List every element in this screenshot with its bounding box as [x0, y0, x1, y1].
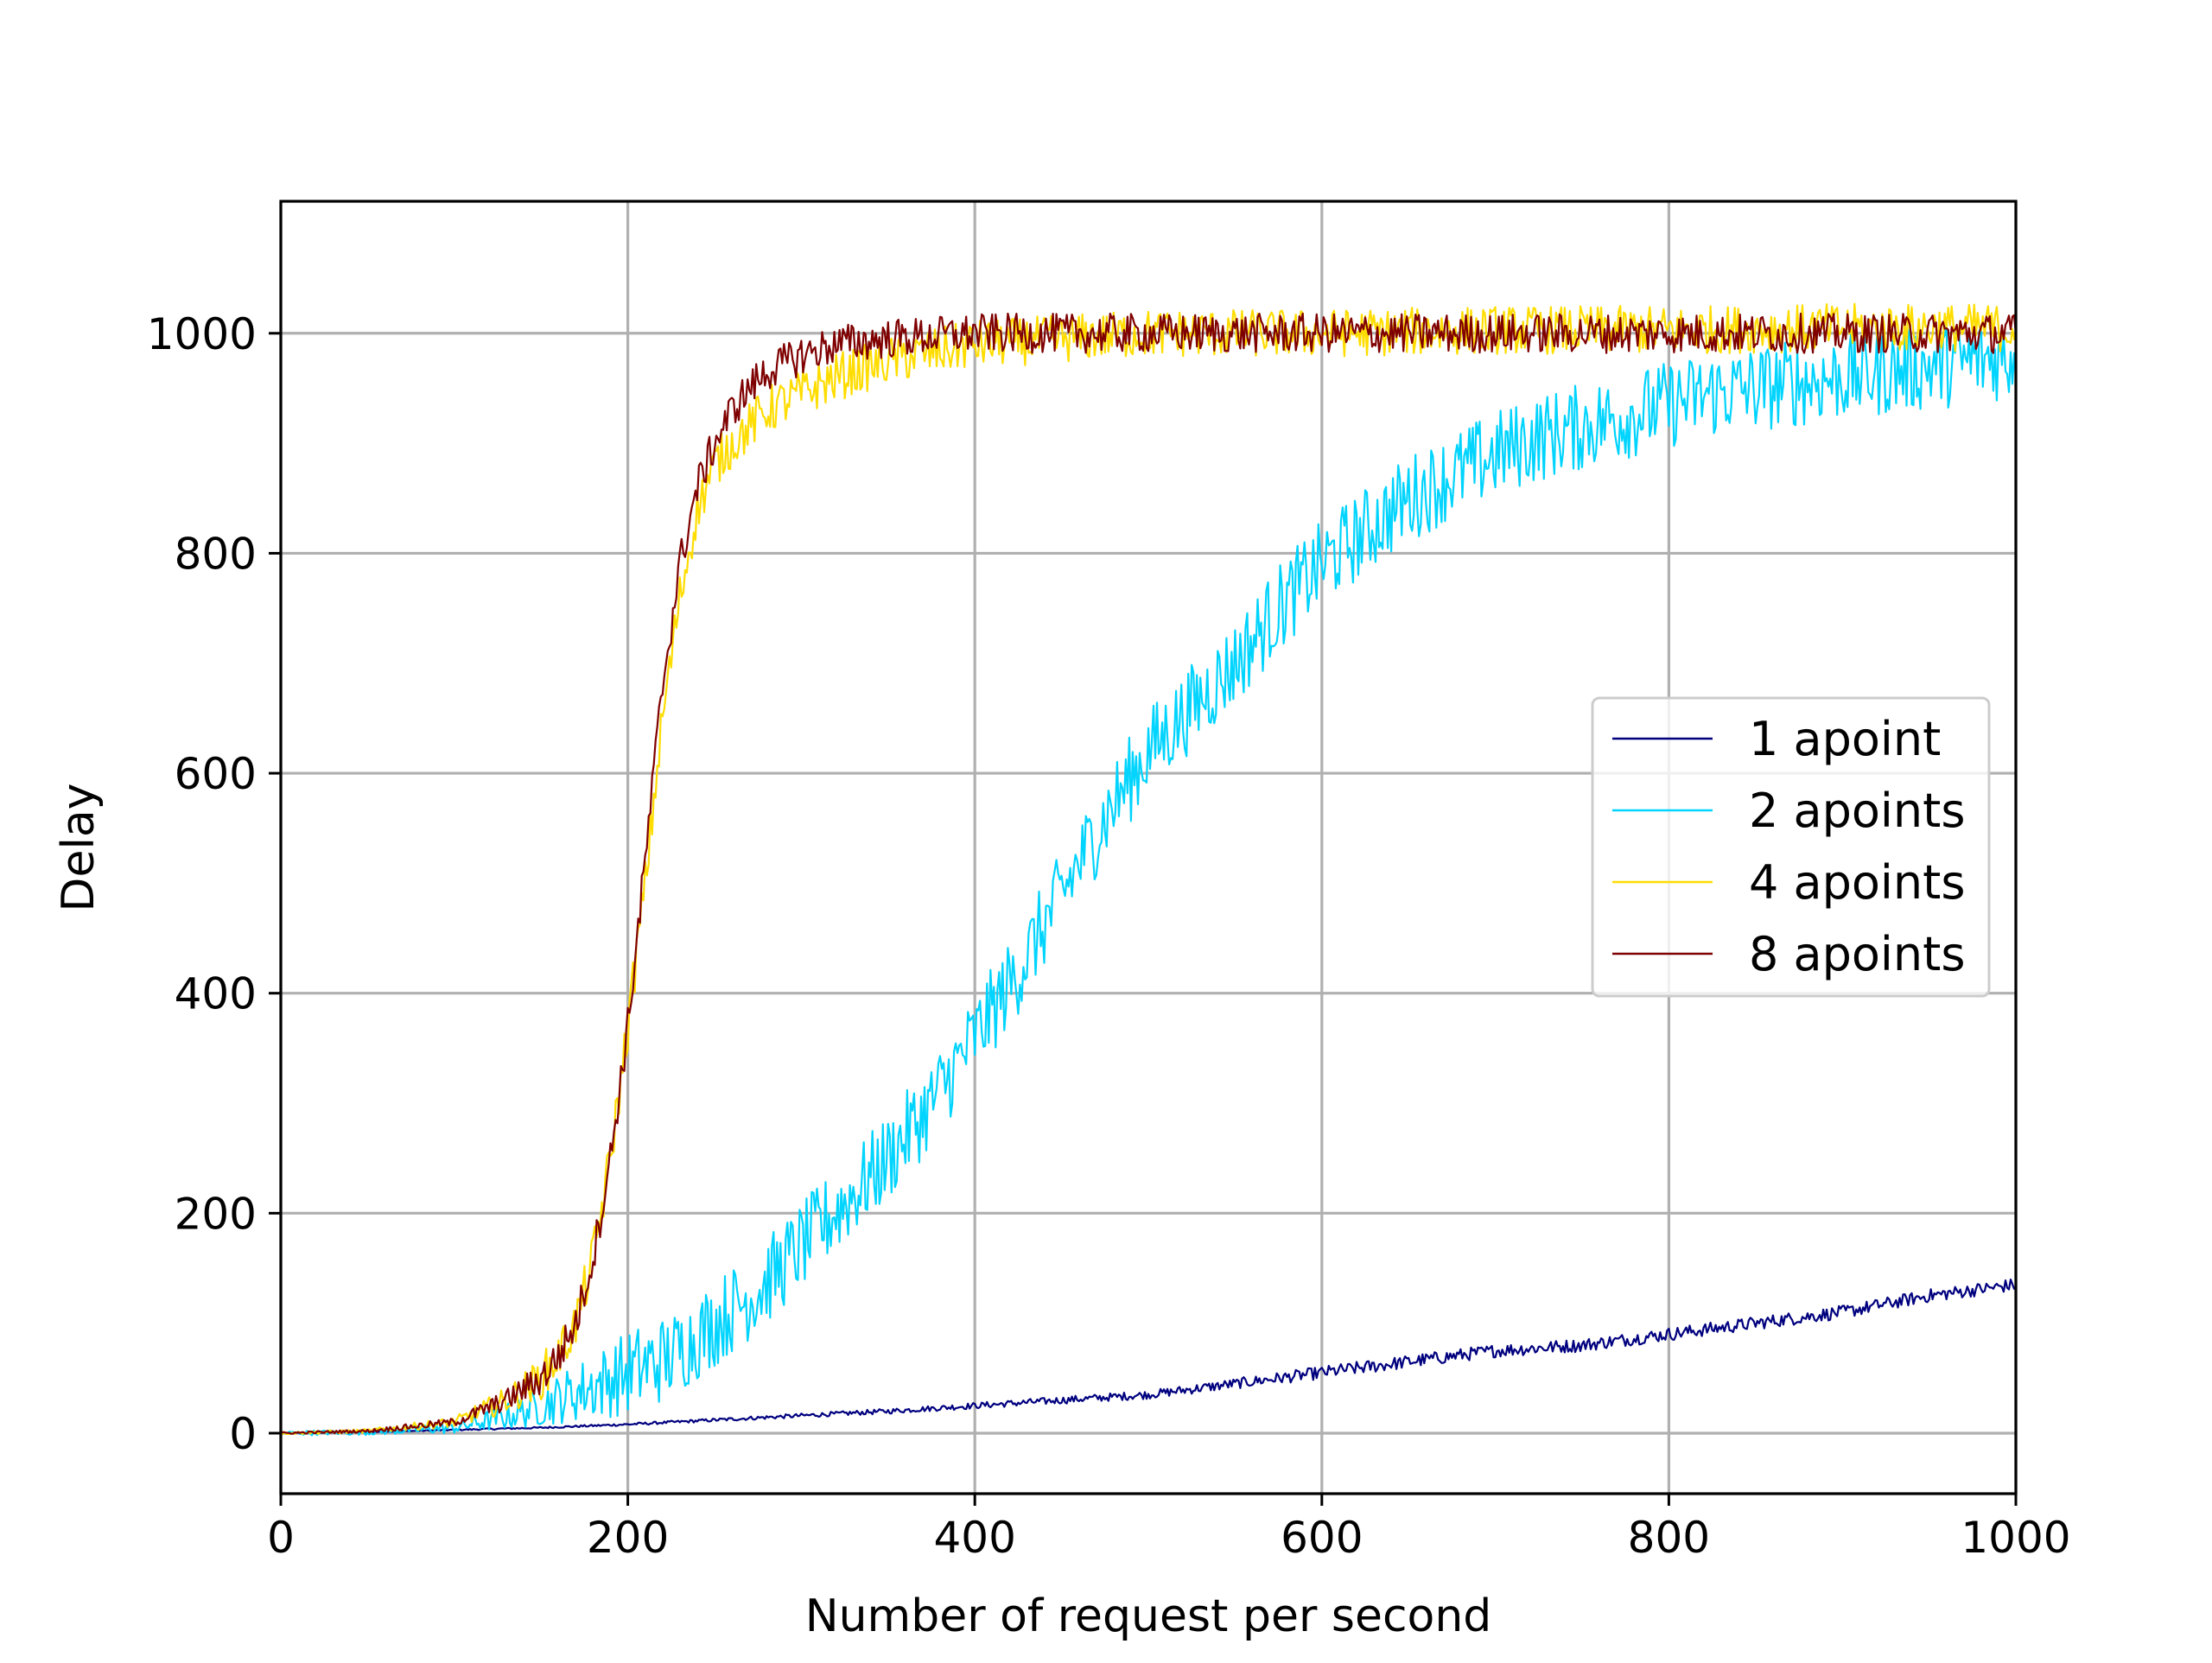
x-axis-label: Number of request per second [805, 1590, 1492, 1642]
y-axis-label: Delay [53, 783, 105, 911]
y-tick-label: 400 [175, 969, 257, 1019]
y-tick-label: 0 [229, 1409, 257, 1459]
y-tick-label: 600 [175, 749, 257, 799]
series-group [280, 302, 2018, 1437]
x-tick-label: 800 [1628, 1513, 1710, 1563]
x-tick-label: 200 [587, 1513, 669, 1563]
x-tick-label: 400 [933, 1513, 1015, 1563]
ticks: 0 200 400 600 800 1000 0 200 400 600 800 1000 [147, 309, 2071, 1563]
x-tick-label: 1000 [1961, 1513, 2070, 1563]
legend-label: 1 apoint [1749, 712, 1941, 766]
legend-label: 4 apoints [1749, 855, 1965, 910]
legend: 1 apoint 2 apoints 4 apoints 8 apoints [1591, 696, 1991, 998]
y-tick-label: 1000 [147, 309, 257, 359]
x-tick-label: 600 [1281, 1513, 1363, 1563]
legend-label: 8 apoints [1749, 927, 1965, 981]
legend-box [1591, 696, 1991, 998]
series-line-2 [280, 322, 2018, 1437]
series-line-1 [280, 1278, 2017, 1435]
x-tick-label: 0 [267, 1513, 295, 1563]
series-line-3 [280, 302, 2017, 1436]
y-tick-label: 800 [175, 529, 257, 579]
plot-frame [279, 200, 2018, 1495]
legend-label: 2 apoints [1749, 784, 1965, 838]
series-line-4 [280, 312, 2018, 1435]
y-tick-label: 200 [175, 1189, 257, 1239]
